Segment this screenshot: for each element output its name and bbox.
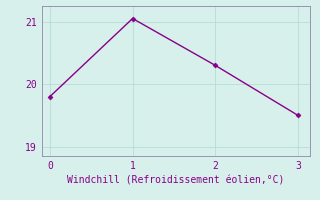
X-axis label: Windchill (Refroidissement éolien,°C): Windchill (Refroidissement éolien,°C) (67, 175, 285, 185)
